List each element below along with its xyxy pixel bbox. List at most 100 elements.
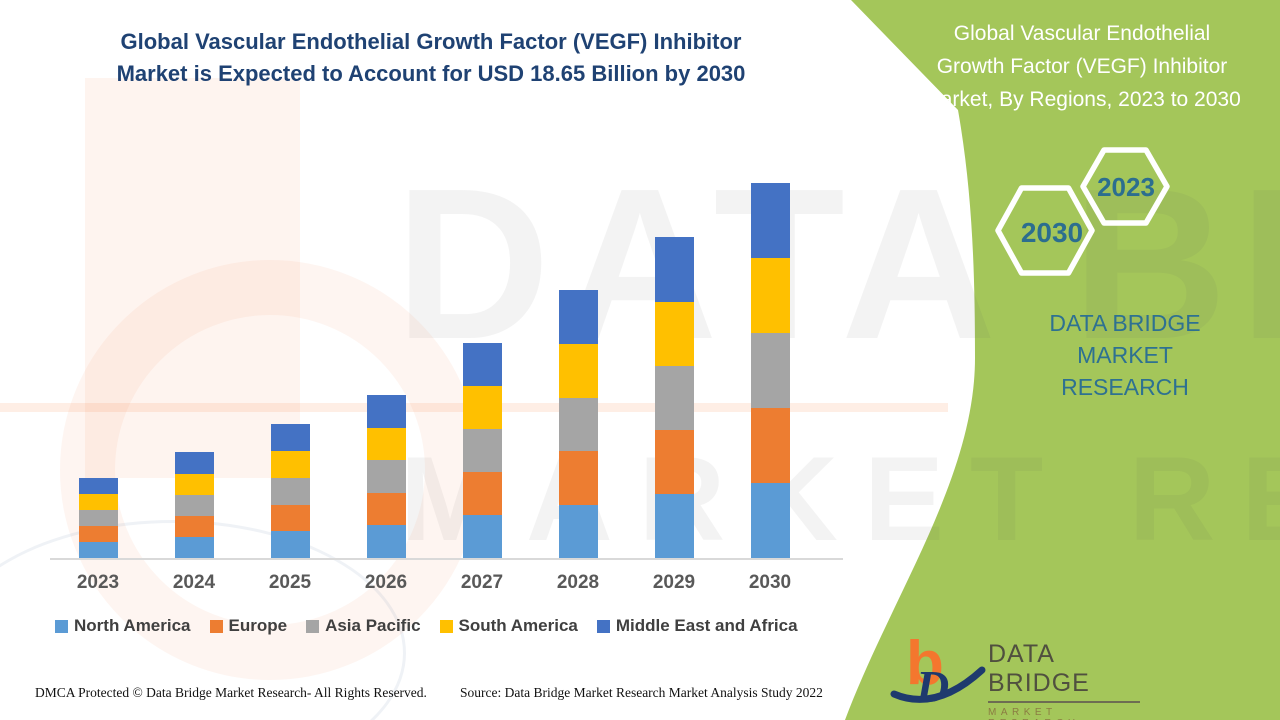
chart-title-line1: Global Vascular Endothelial Growth Facto… <box>120 29 742 54</box>
databridge-logo-icon: b D <box>890 629 986 712</box>
logo-subtitle-text: MARKET RESEARCH <box>988 707 1075 720</box>
segment-2024-asia-pacific <box>174 494 214 516</box>
databridge-logo: b D DATA BRIDGE MARKET RESEARCH <box>890 628 1140 720</box>
x-axis-label-2023: 2023 <box>76 572 120 593</box>
segment-2028-middle-east-and-africa <box>558 290 598 345</box>
hexagon-2030-label: 2030 <box>1020 217 1084 248</box>
chart-title: Global Vascular Endothelial Growth Facto… <box>0 26 862 90</box>
hexagon-2023-outline <box>1080 147 1170 226</box>
x-axis-line <box>50 558 843 560</box>
segment-2026-north-america <box>366 525 406 558</box>
legend-label: Middle East and Africa <box>615 616 798 635</box>
chart-title-line2: Market is Expected to Account for USD 18… <box>116 61 746 86</box>
segment-2029-north-america <box>654 493 694 558</box>
logo-swoosh <box>890 666 986 703</box>
segment-2029-south-america <box>654 301 694 366</box>
bar-2030 <box>750 183 790 558</box>
logo-letter-d-blue: D <box>915 661 949 712</box>
legend-item-middle-east-and-africa: Middle East and Africa <box>596 616 798 636</box>
bar-2028 <box>558 290 598 558</box>
segment-2030-europe <box>750 408 790 484</box>
segment-2024-south-america <box>174 473 214 495</box>
legend-swatch <box>306 619 320 633</box>
segment-2026-europe <box>366 492 406 526</box>
logo-wordmark: DATA BRIDGE MARKET RESEARCH <box>988 640 1140 720</box>
stacked-bar-chart: 2023 2024 2025 2026 2027 2028 2029 2030 <box>50 0 843 598</box>
bar-2024 <box>174 452 214 558</box>
segment-2025-europe <box>270 504 310 532</box>
x-axis-label-2024: 2024 <box>172 572 216 593</box>
panel-title: Global Vascular Endothelial Growth Facto… <box>890 17 1274 116</box>
segment-2030-south-america <box>750 258 790 334</box>
chart-legend: North America Europe Asia Pacific South Ame… <box>55 616 798 636</box>
segment-2029-middle-east-and-africa <box>654 237 694 302</box>
segment-2023-north-america <box>78 541 118 558</box>
legend-label: North America <box>74 616 191 635</box>
segment-2029-europe <box>654 429 694 494</box>
segment-2025-south-america <box>270 451 310 478</box>
panel-title-line2: Growth Factor (VEGF) Inhibitor <box>936 55 1228 78</box>
segment-2025-middle-east-and-africa <box>270 424 310 452</box>
segment-2028-europe <box>558 451 598 505</box>
panel-brand-line1: DATA BRIDGE MARKET <box>1049 310 1201 368</box>
legend-label: Europe <box>228 616 288 635</box>
segment-2027-south-america <box>462 386 502 429</box>
segment-2023-europe <box>78 525 118 542</box>
hexagon-2030-outline <box>995 185 1095 276</box>
legend-swatch <box>209 619 223 633</box>
segment-2024-north-america <box>174 536 214 558</box>
bar-2026 <box>366 395 406 558</box>
legend-item-europe: Europe <box>209 616 288 636</box>
segment-2024-middle-east-and-africa <box>174 452 214 474</box>
x-axis-label-2029: 2029 <box>652 572 696 593</box>
segment-2030-north-america <box>750 483 790 558</box>
x-axis-label-2028: 2028 <box>556 572 600 593</box>
segment-2023-south-america <box>78 493 118 510</box>
green-panel-shape <box>845 0 1280 720</box>
logo-brand-text: DATA BRIDGE <box>988 640 1090 697</box>
panel-title-line1: Global Vascular Endothelial <box>953 22 1211 45</box>
x-axis-label-2026: 2026 <box>364 572 408 593</box>
segment-2024-europe <box>174 515 214 537</box>
panel-brand-line2: RESEARCH <box>1061 374 1189 400</box>
x-axis-label-2025: 2025 <box>268 572 312 593</box>
bar-2025 <box>270 424 310 558</box>
segment-2026-asia-pacific <box>366 460 406 493</box>
segment-2023-asia-pacific <box>78 509 118 526</box>
logo-divider-line <box>988 701 1140 703</box>
segment-2030-asia-pacific <box>750 333 790 409</box>
hexagon-2023-label: 2023 <box>1097 172 1155 202</box>
segment-2028-north-america <box>558 504 598 558</box>
legend-swatch <box>439 619 453 633</box>
footer-dmca-text: DMCA Protected © Data Bridge Market Rese… <box>35 685 427 700</box>
segment-2026-south-america <box>366 427 406 461</box>
x-axis-label-2030: 2030 <box>748 572 792 593</box>
bar-2027 <box>462 343 502 558</box>
bars-area <box>50 0 843 558</box>
legend-item-north-america: North America <box>55 616 191 636</box>
x-axis-label-2027: 2027 <box>460 572 504 593</box>
segment-2028-asia-pacific <box>558 397 598 452</box>
segment-2027-europe <box>462 472 502 515</box>
x-axis-labels: 2023 2024 2025 2026 2027 2028 2029 2030 <box>50 572 843 598</box>
legend-item-south-america: South America <box>439 616 578 636</box>
legend-label: South America <box>458 616 578 635</box>
segment-2023-middle-east-and-africa <box>78 477 118 494</box>
legend-label: Asia Pacific <box>325 616 421 635</box>
panel-brand-text: DATA BRIDGE MARKET RESEARCH <box>1005 307 1245 403</box>
footer-source-text: Source: Data Bridge Market Research Mark… <box>460 685 823 700</box>
logo-letter-b-orange: b <box>906 629 944 698</box>
segment-2029-asia-pacific <box>654 365 694 430</box>
segment-2030-middle-east-and-africa <box>750 183 790 259</box>
panel-title-line3: Market, By Regions, 2023 to 2030 <box>923 88 1241 111</box>
legend-item-asia-pacific: Asia Pacific <box>306 616 421 636</box>
bar-2023 <box>78 477 118 558</box>
segment-2025-asia-pacific <box>270 477 310 505</box>
segment-2026-middle-east-and-africa <box>366 395 406 428</box>
segment-2027-north-america <box>462 515 502 558</box>
segment-2027-asia-pacific <box>462 429 502 472</box>
segment-2027-middle-east-and-africa <box>462 343 502 386</box>
